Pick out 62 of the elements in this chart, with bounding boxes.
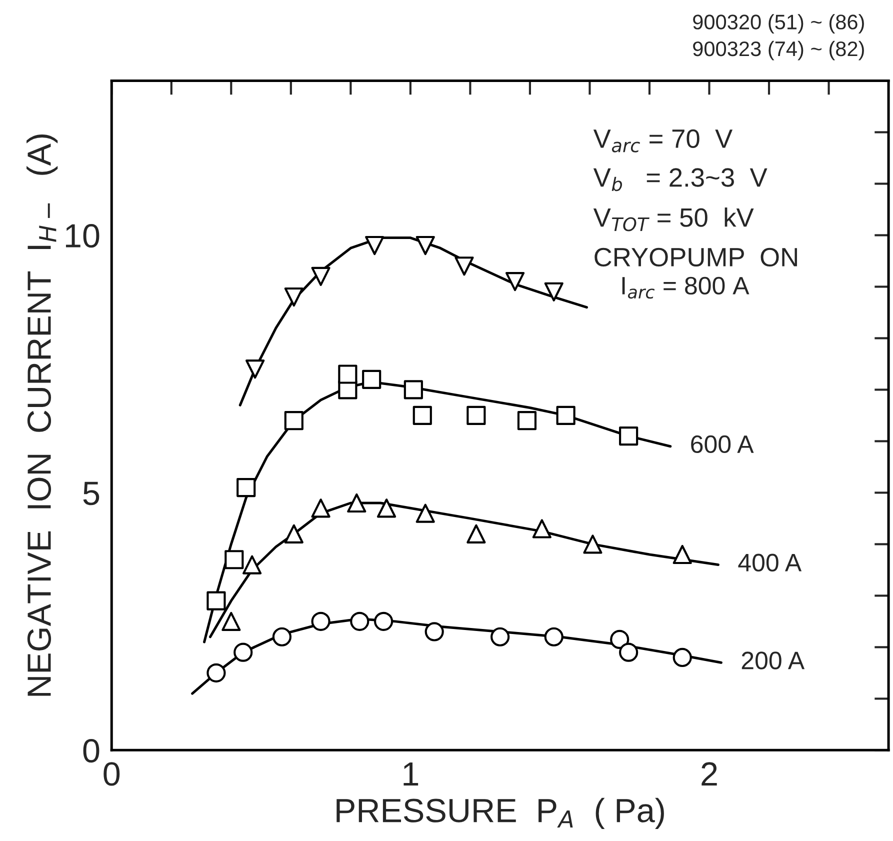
x-tick-label: 0 [104,762,120,786]
point [466,524,486,544]
point [272,627,292,646]
point [284,524,304,544]
point [365,236,384,256]
point [338,364,358,384]
annotation: 600 A [691,435,754,454]
point [424,622,444,642]
text: V$_{b}$ = 2.3~3 V [593,168,768,192]
point [376,498,396,518]
point [311,612,330,631]
point [544,627,564,646]
point [284,287,304,307]
point [311,266,330,286]
point [619,642,638,662]
point [466,406,486,426]
annotation: V$_{TOT}$ = 50 kV [593,208,754,232]
annotation: CRYOPUMP ON [594,248,797,267]
point [350,612,370,631]
point [517,411,537,430]
y-tick-label: 10 [66,224,100,248]
text: NEGATIVE ION CURRENT I$_{H−}$ (A) [26,134,58,696]
point [236,478,256,498]
text: 900320 (51) ~ (86) [693,14,864,34]
point [532,519,552,538]
point [246,360,265,379]
point [416,504,435,523]
annotation: 400 A [738,554,802,572]
point [505,272,525,292]
point [672,648,692,668]
text: 900323 (74) ~ (82) [693,40,864,60]
point [234,642,253,662]
annotation: V$_{arc}$ = 70 V [593,129,733,152]
line-series [238,236,588,406]
point [672,544,692,564]
point [583,534,602,554]
point [556,406,576,426]
point [416,236,435,256]
y-tick-label: 5 [83,482,100,506]
point [610,630,630,650]
x-tick-label: 2 [702,762,717,786]
point [454,256,474,276]
point [362,370,382,389]
point [242,555,262,574]
annotation: I$_{arc}$ = 800 A [622,276,750,299]
x-axis-title: PRESSURE P$_{A}$ ( Pa) [336,798,664,829]
point [224,550,244,570]
y-tick-label: 0 [83,738,100,763]
point [222,612,241,631]
point [347,493,366,513]
point [311,498,330,518]
point [206,591,226,610]
point [404,380,423,400]
x-tick-label: 1 [404,762,418,786]
point [412,406,432,426]
point [544,282,564,302]
point [284,411,304,430]
point [490,627,510,646]
point [619,426,638,446]
point [374,612,394,631]
point [206,663,226,682]
annotation: 200 A [742,652,805,670]
